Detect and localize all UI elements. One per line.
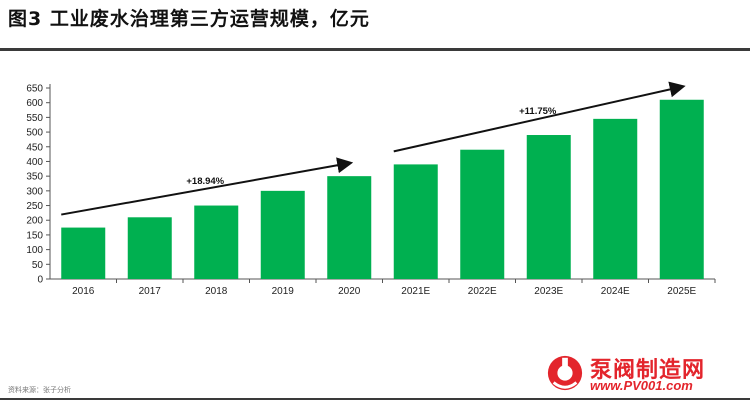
watermark-url: www.PV001.com	[590, 378, 693, 393]
bar	[526, 135, 571, 279]
y-tick-label: 200	[26, 216, 43, 227]
bar	[659, 99, 704, 279]
valve-logo-icon	[547, 355, 583, 391]
source-note: 资料来源：张子分析	[8, 386, 71, 394]
y-tick-label: 550	[26, 113, 43, 124]
y-tick-label: 250	[26, 201, 43, 212]
x-tick-label: 2020	[338, 286, 361, 297]
watermark-brand: 泵阀制造网	[590, 358, 706, 383]
bar	[127, 217, 172, 279]
x-tick-label: 2018	[205, 286, 228, 297]
x-tick-label: 2025E	[667, 286, 696, 297]
y-tick-label: 350	[26, 172, 43, 183]
y-tick-label: 50	[32, 260, 44, 271]
page-title: 图3 工业废水治理第三方运营规模，亿元	[8, 8, 370, 30]
bar	[460, 149, 505, 279]
growth-label: +18.94%	[186, 176, 224, 187]
top-divider	[0, 48, 750, 51]
x-tick-label: 2016	[72, 286, 95, 297]
growth-arrow	[61, 157, 354, 216]
y-tick-label: 650	[26, 84, 43, 95]
bar	[61, 227, 106, 279]
bar	[327, 176, 372, 279]
x-tick-label: 2024E	[601, 286, 630, 297]
y-tick-label: 600	[26, 98, 43, 109]
x-tick-label: 2021E	[401, 286, 430, 297]
y-tick-label: 300	[26, 186, 43, 197]
bar	[260, 190, 305, 279]
x-tick-label: 2017	[139, 286, 162, 297]
x-tick-label: 2022E	[468, 286, 497, 297]
x-tick-label: 2023E	[534, 286, 563, 297]
x-tick-label: 2019	[272, 286, 295, 297]
bar	[194, 205, 239, 279]
y-tick-label: 0	[37, 275, 43, 286]
y-tick-label: 100	[26, 245, 43, 256]
bar	[593, 118, 638, 279]
growth-arrow	[393, 81, 686, 153]
watermark: 泵阀制造网 www.PV001.com	[546, 352, 736, 394]
bar-chart: 0 50 100 150 200 250 300 350 400 450 500 550 600 650 2…	[26, 81, 716, 297]
growth-label: +11.75%	[519, 106, 557, 117]
y-tick-label: 500	[26, 128, 43, 139]
y-tick-label: 450	[26, 142, 43, 153]
bar	[393, 164, 438, 279]
y-tick-label: 400	[26, 157, 43, 168]
bottom-divider	[0, 398, 750, 400]
y-tick-label: 150	[26, 230, 43, 241]
